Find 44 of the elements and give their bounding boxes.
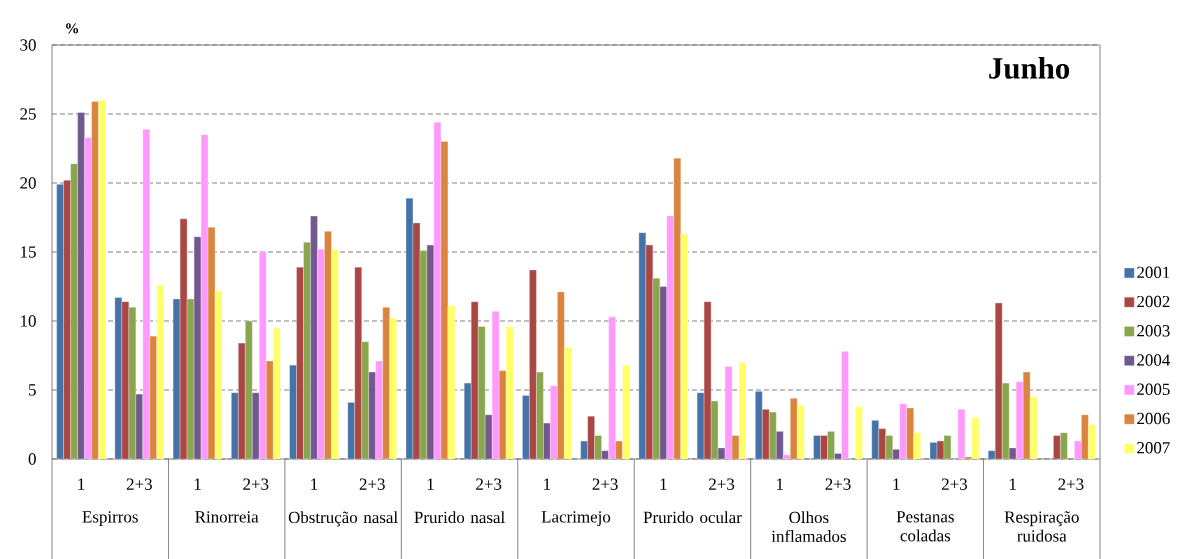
text: Lacrimejo <box>541 511 611 527</box>
y-tick-label: 10 <box>21 315 36 327</box>
bar <box>855 406 863 460</box>
legend-label: 2004 <box>1137 354 1171 366</box>
y-tick-label: 5 <box>29 384 36 396</box>
x-tick-label: 2+3 <box>941 478 968 490</box>
y-tick-label: 30 <box>20 39 36 51</box>
x-tick-label: 1 <box>427 478 434 490</box>
text: Respiração ruidosa <box>1004 511 1079 542</box>
text: Obstrução nasal <box>288 511 398 527</box>
x-tick-label: 1 <box>544 478 551 490</box>
text: Pestanas coladas <box>896 511 954 542</box>
x-tick-label: 2+3 <box>1058 478 1084 490</box>
x-tick-label: 1 <box>660 478 667 490</box>
legend-label: 2003 <box>1137 325 1170 337</box>
x-tick-label: 2+3 <box>825 478 851 490</box>
chart-title: Junho <box>989 57 1070 79</box>
x-tick-label: 1 <box>78 478 85 490</box>
x-tick-label: 1 <box>311 478 318 490</box>
y-tick-label: 15 <box>21 246 36 258</box>
text: Olhos inflamados <box>771 511 846 543</box>
x-tick-label: 1 <box>777 478 783 490</box>
x-tick-label: 2+3 <box>243 478 269 490</box>
text: Prurido ocular <box>643 511 742 524</box>
x-tick-label: 1 <box>1009 478 1016 490</box>
y-axis-title: % <box>66 23 79 34</box>
x-tick-label: 2+3 <box>592 478 618 490</box>
legend-label: 2002 <box>1137 295 1170 308</box>
legend-label: 2005 <box>1137 383 1170 395</box>
text: Espirros <box>82 511 138 527</box>
x-tick-label: 1 <box>194 478 201 490</box>
text: Prurido nasal <box>414 511 505 524</box>
y-tick-label: 20 <box>20 177 36 189</box>
x-tick-label: 2+3 <box>476 478 502 490</box>
legend-label: 2001 <box>1137 266 1170 279</box>
x-tick-label: 2+3 <box>709 478 735 490</box>
y-tick-label: 25 <box>20 108 36 120</box>
y-tick-label: 0 <box>28 453 36 465</box>
x-tick-label: 2+3 <box>126 478 152 490</box>
text: Rinorreia <box>195 511 259 523</box>
legend-label: 2007 <box>1137 442 1170 454</box>
x-tick-label: 1 <box>893 478 900 490</box>
x-tick-label: 2+3 <box>359 478 385 490</box>
legend-label: 2006 <box>1137 412 1170 425</box>
